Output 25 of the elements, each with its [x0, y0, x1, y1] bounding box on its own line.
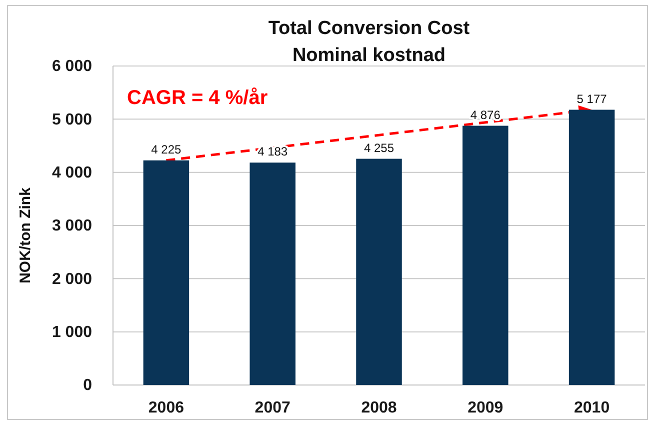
- bar: [568, 110, 615, 385]
- x-tick-label: 2008: [361, 399, 397, 416]
- data-label: 5 177: [576, 92, 608, 106]
- bar: [143, 160, 190, 385]
- chart-subtitle: Nominal kostnad: [292, 45, 446, 66]
- data-label: 4 255: [364, 140, 394, 155]
- y-tick-label: 3 000: [52, 218, 92, 235]
- x-tick-label: 2006: [148, 399, 184, 416]
- y-axis-title: NOK/ton Zink: [17, 186, 34, 284]
- bar: [250, 162, 296, 385]
- y-tick-label: 4 000: [52, 164, 92, 182]
- x-tick-label: 2010: [574, 399, 610, 416]
- x-tick-label: 2009: [468, 399, 504, 416]
- data-label: 4 876: [470, 108, 501, 122]
- y-tick-label: 6 000: [52, 58, 92, 76]
- chart-title: Total Conversion Cost: [268, 18, 470, 39]
- bar: [356, 158, 402, 385]
- y-tick-label: 5 000: [52, 111, 92, 128]
- bar: [462, 126, 508, 385]
- y-tick-label: 1 000: [52, 324, 92, 341]
- x-tick-label: 2007: [254, 399, 290, 416]
- annotation: CAGR = 4 %/år: [127, 87, 268, 109]
- data-label: 4 225: [151, 142, 182, 156]
- y-tick-label: 0: [83, 377, 92, 394]
- y-tick-label: 2 000: [52, 270, 92, 288]
